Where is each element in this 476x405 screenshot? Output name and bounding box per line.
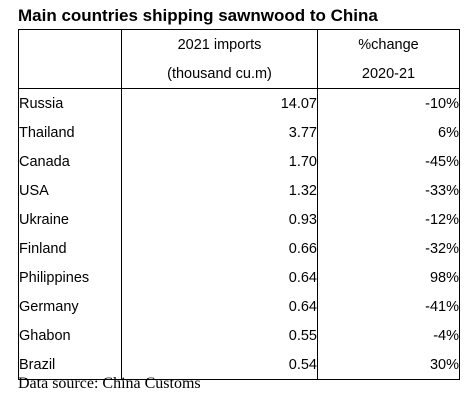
header-country-cell bbox=[18, 29, 122, 59]
table-title: Main countries shipping sawnwood to Chin… bbox=[18, 6, 378, 25]
imports-cell: 0.93 bbox=[121, 205, 318, 234]
change-cell: -45% bbox=[317, 147, 460, 176]
header-change-period: 2020-21 bbox=[317, 59, 460, 89]
country-cell: Finland bbox=[18, 234, 122, 263]
country-cell: Canada bbox=[18, 147, 122, 176]
change-cell: -12% bbox=[317, 205, 460, 234]
country-cell: Thailand bbox=[18, 118, 122, 147]
country-cell: Russia bbox=[18, 88, 122, 118]
change-cell: -32% bbox=[317, 234, 460, 263]
header-row: 2021 imports %change bbox=[18, 29, 460, 59]
table-row: Finland 0.66 -32% bbox=[18, 234, 460, 263]
data-source-note: Data source: China Customs bbox=[18, 375, 201, 392]
country-cell: Ghabon bbox=[18, 321, 122, 350]
header-country-cell bbox=[18, 59, 122, 89]
imports-cell: 0.66 bbox=[121, 234, 318, 263]
imports-cell: 0.54 bbox=[121, 350, 318, 380]
change-cell: 30% bbox=[317, 350, 460, 380]
imports-cell: 14.07 bbox=[121, 88, 318, 118]
table-row: Canada 1.70 -45% bbox=[18, 147, 460, 176]
imports-cell: 0.64 bbox=[121, 292, 318, 321]
imports-cell: 3.77 bbox=[121, 118, 318, 147]
table-row: Russia 14.07 -10% bbox=[18, 88, 460, 118]
imports-cell: 0.55 bbox=[121, 321, 318, 350]
table-row: Thailand 3.77 6% bbox=[18, 118, 460, 147]
imports-cell: 1.32 bbox=[121, 176, 318, 205]
header-imports: 2021 imports bbox=[121, 29, 318, 59]
table-row: Ukraine 0.93 -12% bbox=[18, 205, 460, 234]
change-cell: -4% bbox=[317, 321, 460, 350]
table-row: Ghabon 0.55 -4% bbox=[18, 321, 460, 350]
header-imports-unit: (thousand cu.m) bbox=[121, 59, 318, 89]
change-cell: 6% bbox=[317, 118, 460, 147]
table-row: Philippines 0.64 98% bbox=[18, 263, 460, 292]
imports-cell: 0.64 bbox=[121, 263, 318, 292]
change-cell: -41% bbox=[317, 292, 460, 321]
country-cell: USA bbox=[18, 176, 122, 205]
table-row: Germany 0.64 -41% bbox=[18, 292, 460, 321]
imports-cell: 1.70 bbox=[121, 147, 318, 176]
header-row-units: (thousand cu.m) 2020-21 bbox=[18, 59, 460, 89]
country-cell: Philippines bbox=[18, 263, 122, 292]
change-cell: -10% bbox=[317, 88, 460, 118]
country-cell: Brazil bbox=[18, 350, 122, 380]
table-row: USA 1.32 -33% bbox=[18, 176, 460, 205]
sawnwood-imports-table: 2021 imports %change (thousand cu.m) 202… bbox=[18, 29, 460, 380]
table-row: Brazil 0.54 30% bbox=[18, 350, 460, 380]
change-cell: -33% bbox=[317, 176, 460, 205]
change-cell: 98% bbox=[317, 263, 460, 292]
country-cell: Germany bbox=[18, 292, 122, 321]
header-change: %change bbox=[317, 29, 460, 59]
country-cell: Ukraine bbox=[18, 205, 122, 234]
